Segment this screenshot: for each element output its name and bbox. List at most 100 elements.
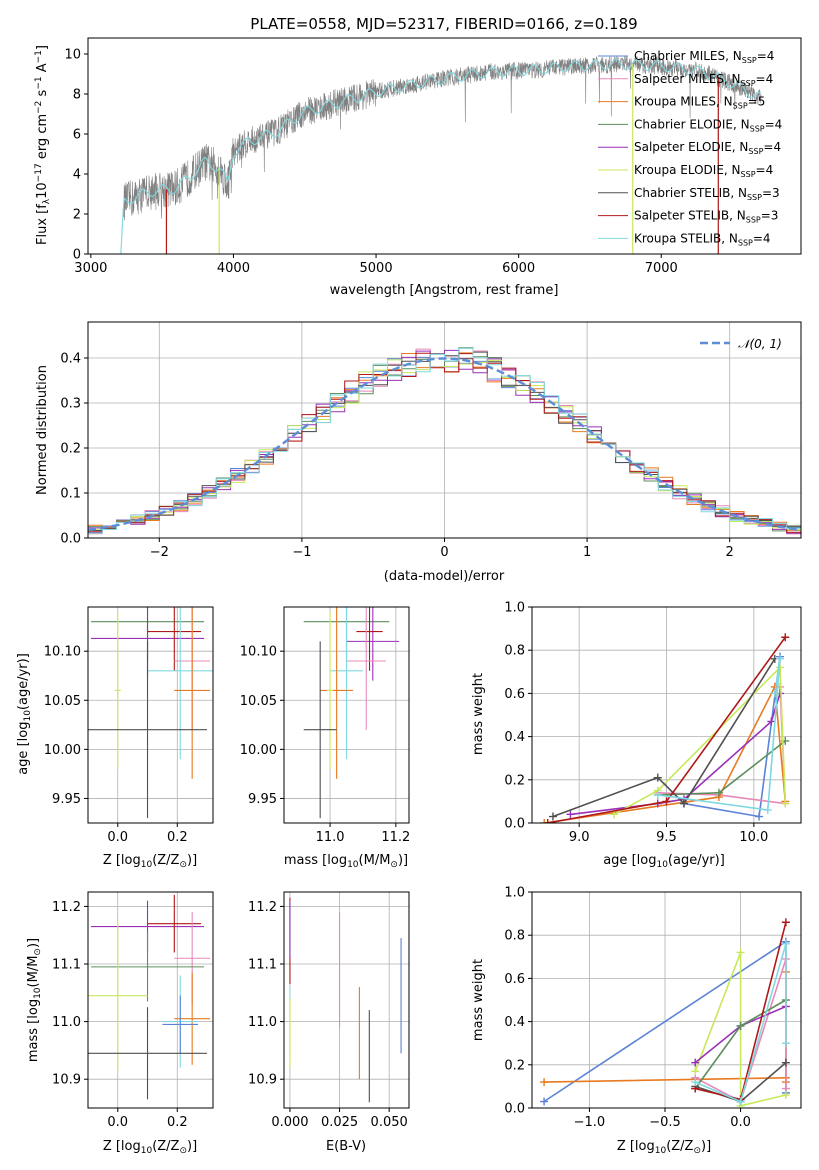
y-tick-label: 11.0 xyxy=(52,1015,81,1030)
spectrum-xlabel: wavelength [Angstrom, rest frame] xyxy=(330,283,559,298)
y-tick-label: 10 xyxy=(64,48,81,63)
y-tick-label: 10.05 xyxy=(240,694,277,709)
histogram-ylabel: Normed distribution xyxy=(35,365,50,495)
plot-area xyxy=(540,633,790,823)
legend-text: Salpeter ELODIE, N xyxy=(634,140,748,154)
x-tick-label: 11.0 xyxy=(316,830,345,845)
plot-area xyxy=(303,607,400,819)
wZ-ylabel: mass weight xyxy=(471,959,486,1041)
plot-area xyxy=(88,894,211,1100)
y-tick-label: 11.2 xyxy=(52,900,81,915)
y-tick-label: 0.8 xyxy=(504,644,525,659)
x-tick-label: 0.050 xyxy=(371,1115,408,1130)
axes-frame xyxy=(283,606,410,824)
x-tick-label: 0.0 xyxy=(107,1115,128,1130)
legend-text: Chabrier ELODIE, N xyxy=(634,117,750,131)
weight-marker-chabrier_miles xyxy=(755,812,764,821)
normal-legend-label: 𝒩(0, 1) xyxy=(738,337,782,351)
x-tick-label: −2 xyxy=(150,545,169,560)
weight-line-chabrier_stelib xyxy=(552,658,776,818)
x-tick-label: 10.0 xyxy=(739,830,768,845)
x-tick-label: 7000 xyxy=(645,261,678,276)
legend-text: Chabrier STELIB, N xyxy=(634,186,747,200)
weight-marker-kroupa_elodie xyxy=(691,1067,700,1076)
legend-entry-chabrier_stelib: Chabrier STELIB, NSSP=3 xyxy=(634,186,780,202)
weight-marker-chabrier_stelib xyxy=(781,1058,790,1067)
weight-marker-chabrier_miles xyxy=(540,1097,549,1106)
legend-value: =4 xyxy=(757,49,775,63)
weight-marker-chabrier_stelib xyxy=(653,773,662,782)
y-tick-label: 9.95 xyxy=(52,792,81,807)
histogram-kroupa_stelib xyxy=(88,347,801,537)
legend-value: =3 xyxy=(762,186,780,200)
y-tick-label: 0.0 xyxy=(504,817,525,832)
normal-reference-curve xyxy=(88,357,801,532)
legend-text: Salpeter STELIB, N xyxy=(634,209,746,223)
y-tick-label: 11.2 xyxy=(248,900,277,915)
legend-sub: SSP xyxy=(738,238,753,247)
legend-entry-salpeter_elodie: Salpeter ELODIE, NSSP=4 xyxy=(634,140,781,156)
x-tick-label: 0.2 xyxy=(167,830,188,845)
weight-marker-kroupa_elodie xyxy=(736,948,745,957)
mE-xlabel: E(B-V) xyxy=(326,1139,366,1154)
weight-line-kroupa_stelib xyxy=(657,658,781,811)
weight-marker-kroupa_elodie xyxy=(781,1091,790,1100)
ageZ-xlabel: Z [log10(Z/Z⊙)] xyxy=(103,853,197,870)
y-tick-label: 0.0 xyxy=(60,532,81,547)
legend-value: =4 xyxy=(763,140,781,154)
mZ-ylabel: mass [log10(M/M⊙)] xyxy=(26,938,43,1062)
x-tick-label: 0.000 xyxy=(271,1115,308,1130)
legend-text: Chabrier MILES, N xyxy=(634,49,742,63)
legend-entry-salpeter_miles: Salpeter MILES, NSSP=4 xyxy=(634,72,773,88)
axes-frame xyxy=(87,606,214,824)
legend-entry-chabrier_elodie: Chabrier ELODIE, NSSP=4 xyxy=(634,117,782,133)
y-tick-label: 11.1 xyxy=(52,958,81,973)
y-tick-label: 0.2 xyxy=(504,1058,525,1073)
x-tick-label: 6000 xyxy=(502,261,535,276)
weight-line-kroupa_elodie xyxy=(613,665,787,816)
legend-sub: SSP xyxy=(741,170,756,179)
weight-line-salpeter_elodie xyxy=(570,693,781,816)
y-tick-label: 10.10 xyxy=(240,645,277,660)
y-tick-label: 10.00 xyxy=(44,743,81,758)
legend-value: =3 xyxy=(761,209,779,223)
legend-sub: SSP xyxy=(733,102,748,111)
spectrum-panel: PLATE=0558, MJD=52317, FIBERID=0166, z=0… xyxy=(34,15,802,298)
weight-marker-salpeter_stelib xyxy=(781,633,790,642)
weight-vs-metallicity-panel: −1.0 −0.5 0.0 0.0 0.2 0.4 0.6 0.8 1.0 Z [log10(Z… xyxy=(471,886,802,1156)
axes-frame xyxy=(87,37,802,255)
wZ-xlabel: Z [log10(Z/Z⊙)] xyxy=(617,1139,711,1156)
y-tick-label: 10.05 xyxy=(44,694,81,709)
weight-marker-chabrier_stelib xyxy=(548,812,557,821)
legend-entry-chabrier_miles: Chabrier MILES, NSSP=4 xyxy=(634,49,774,65)
legend-value: =4 xyxy=(765,117,783,131)
x-tick-label: 0.2 xyxy=(167,1115,188,1130)
weight-marker-salpeter_elodie xyxy=(767,717,776,726)
ageM-xlabel: mass [log10(M/M⊙)] xyxy=(284,853,408,870)
weight-marker-salpeter_stelib xyxy=(543,819,552,823)
y-tick-label: 1.0 xyxy=(504,886,525,901)
histogram-xlabel: (data-model)/error xyxy=(384,569,505,584)
weight-marker-kroupa_stelib xyxy=(781,939,790,948)
axes-frame xyxy=(283,891,410,1109)
y-tick-label: 0.4 xyxy=(504,730,525,745)
y-tick-label: 0.2 xyxy=(504,773,525,788)
legend-value: =4 xyxy=(756,72,774,86)
x-tick-label: 0.0 xyxy=(107,830,128,845)
legend-sub: SSP xyxy=(750,124,765,133)
legend-value: =5 xyxy=(748,95,766,109)
legend-entry-kroupa_elodie: Kroupa ELODIE, NSSP=4 xyxy=(634,163,773,179)
legend-entry-salpeter_stelib: Salpeter STELIB, NSSP=3 xyxy=(634,209,778,225)
weight-line-kroupa_stelib xyxy=(694,943,787,1103)
legend-sub: SSP xyxy=(747,193,762,202)
observed-spectrum-line xyxy=(120,55,762,254)
residual-histogram-panel: −2 −1 0 1 2 0.0 0.1 0.2 0.3 0.4 𝒩(0, 1) (data-mode… xyxy=(35,321,802,584)
legend-text: Kroupa MILES, N xyxy=(634,95,733,109)
x-tick-label: 0.025 xyxy=(321,1115,358,1130)
legend-sub: SSP xyxy=(741,79,756,88)
legend-text: Kroupa STELIB, N xyxy=(634,231,738,245)
x-tick-label: 9.0 xyxy=(569,830,590,845)
legend-sub: SSP xyxy=(746,216,761,225)
weight-marker-kroupa_stelib xyxy=(691,1078,700,1087)
x-tick-label: 11.2 xyxy=(381,830,410,845)
